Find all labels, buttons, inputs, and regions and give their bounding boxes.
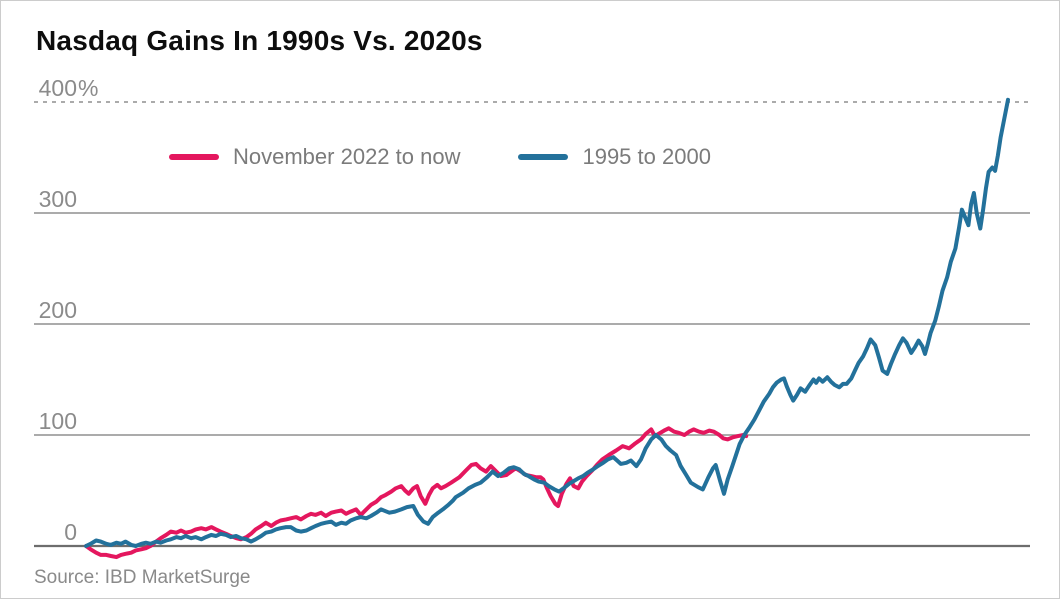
- legend-item-1995-2000: 1995 to 2000: [518, 144, 711, 170]
- y-tick-label-100: 100: [39, 408, 77, 434]
- legend-label-nov-2022: November 2022 to now: [233, 144, 461, 169]
- y-tick-label-400: 400: [39, 75, 77, 101]
- series-line-0: [84, 426, 749, 560]
- source-note: Source: IBD MarketSurge: [34, 567, 251, 588]
- legend-item-nov-2022: November 2022 to now: [169, 144, 460, 170]
- legend-swatch-blue-line: [518, 154, 569, 160]
- legend: November 2022 to now 1995 to 2000: [169, 144, 711, 170]
- chart-title: Nasdaq Gains In 1990s Vs. 2020s: [36, 25, 483, 56]
- y-tick-label-300: 300: [39, 186, 77, 212]
- series-line-1: [84, 97, 1010, 548]
- y-tick-label-200: 200: [39, 297, 77, 323]
- legend-label-1995-2000: 1995 to 2000: [582, 144, 711, 169]
- y-tick-suffix-400: %: [78, 75, 98, 101]
- y-tick-label-0: 0: [64, 519, 77, 545]
- legend-swatch-red-line: [169, 154, 219, 160]
